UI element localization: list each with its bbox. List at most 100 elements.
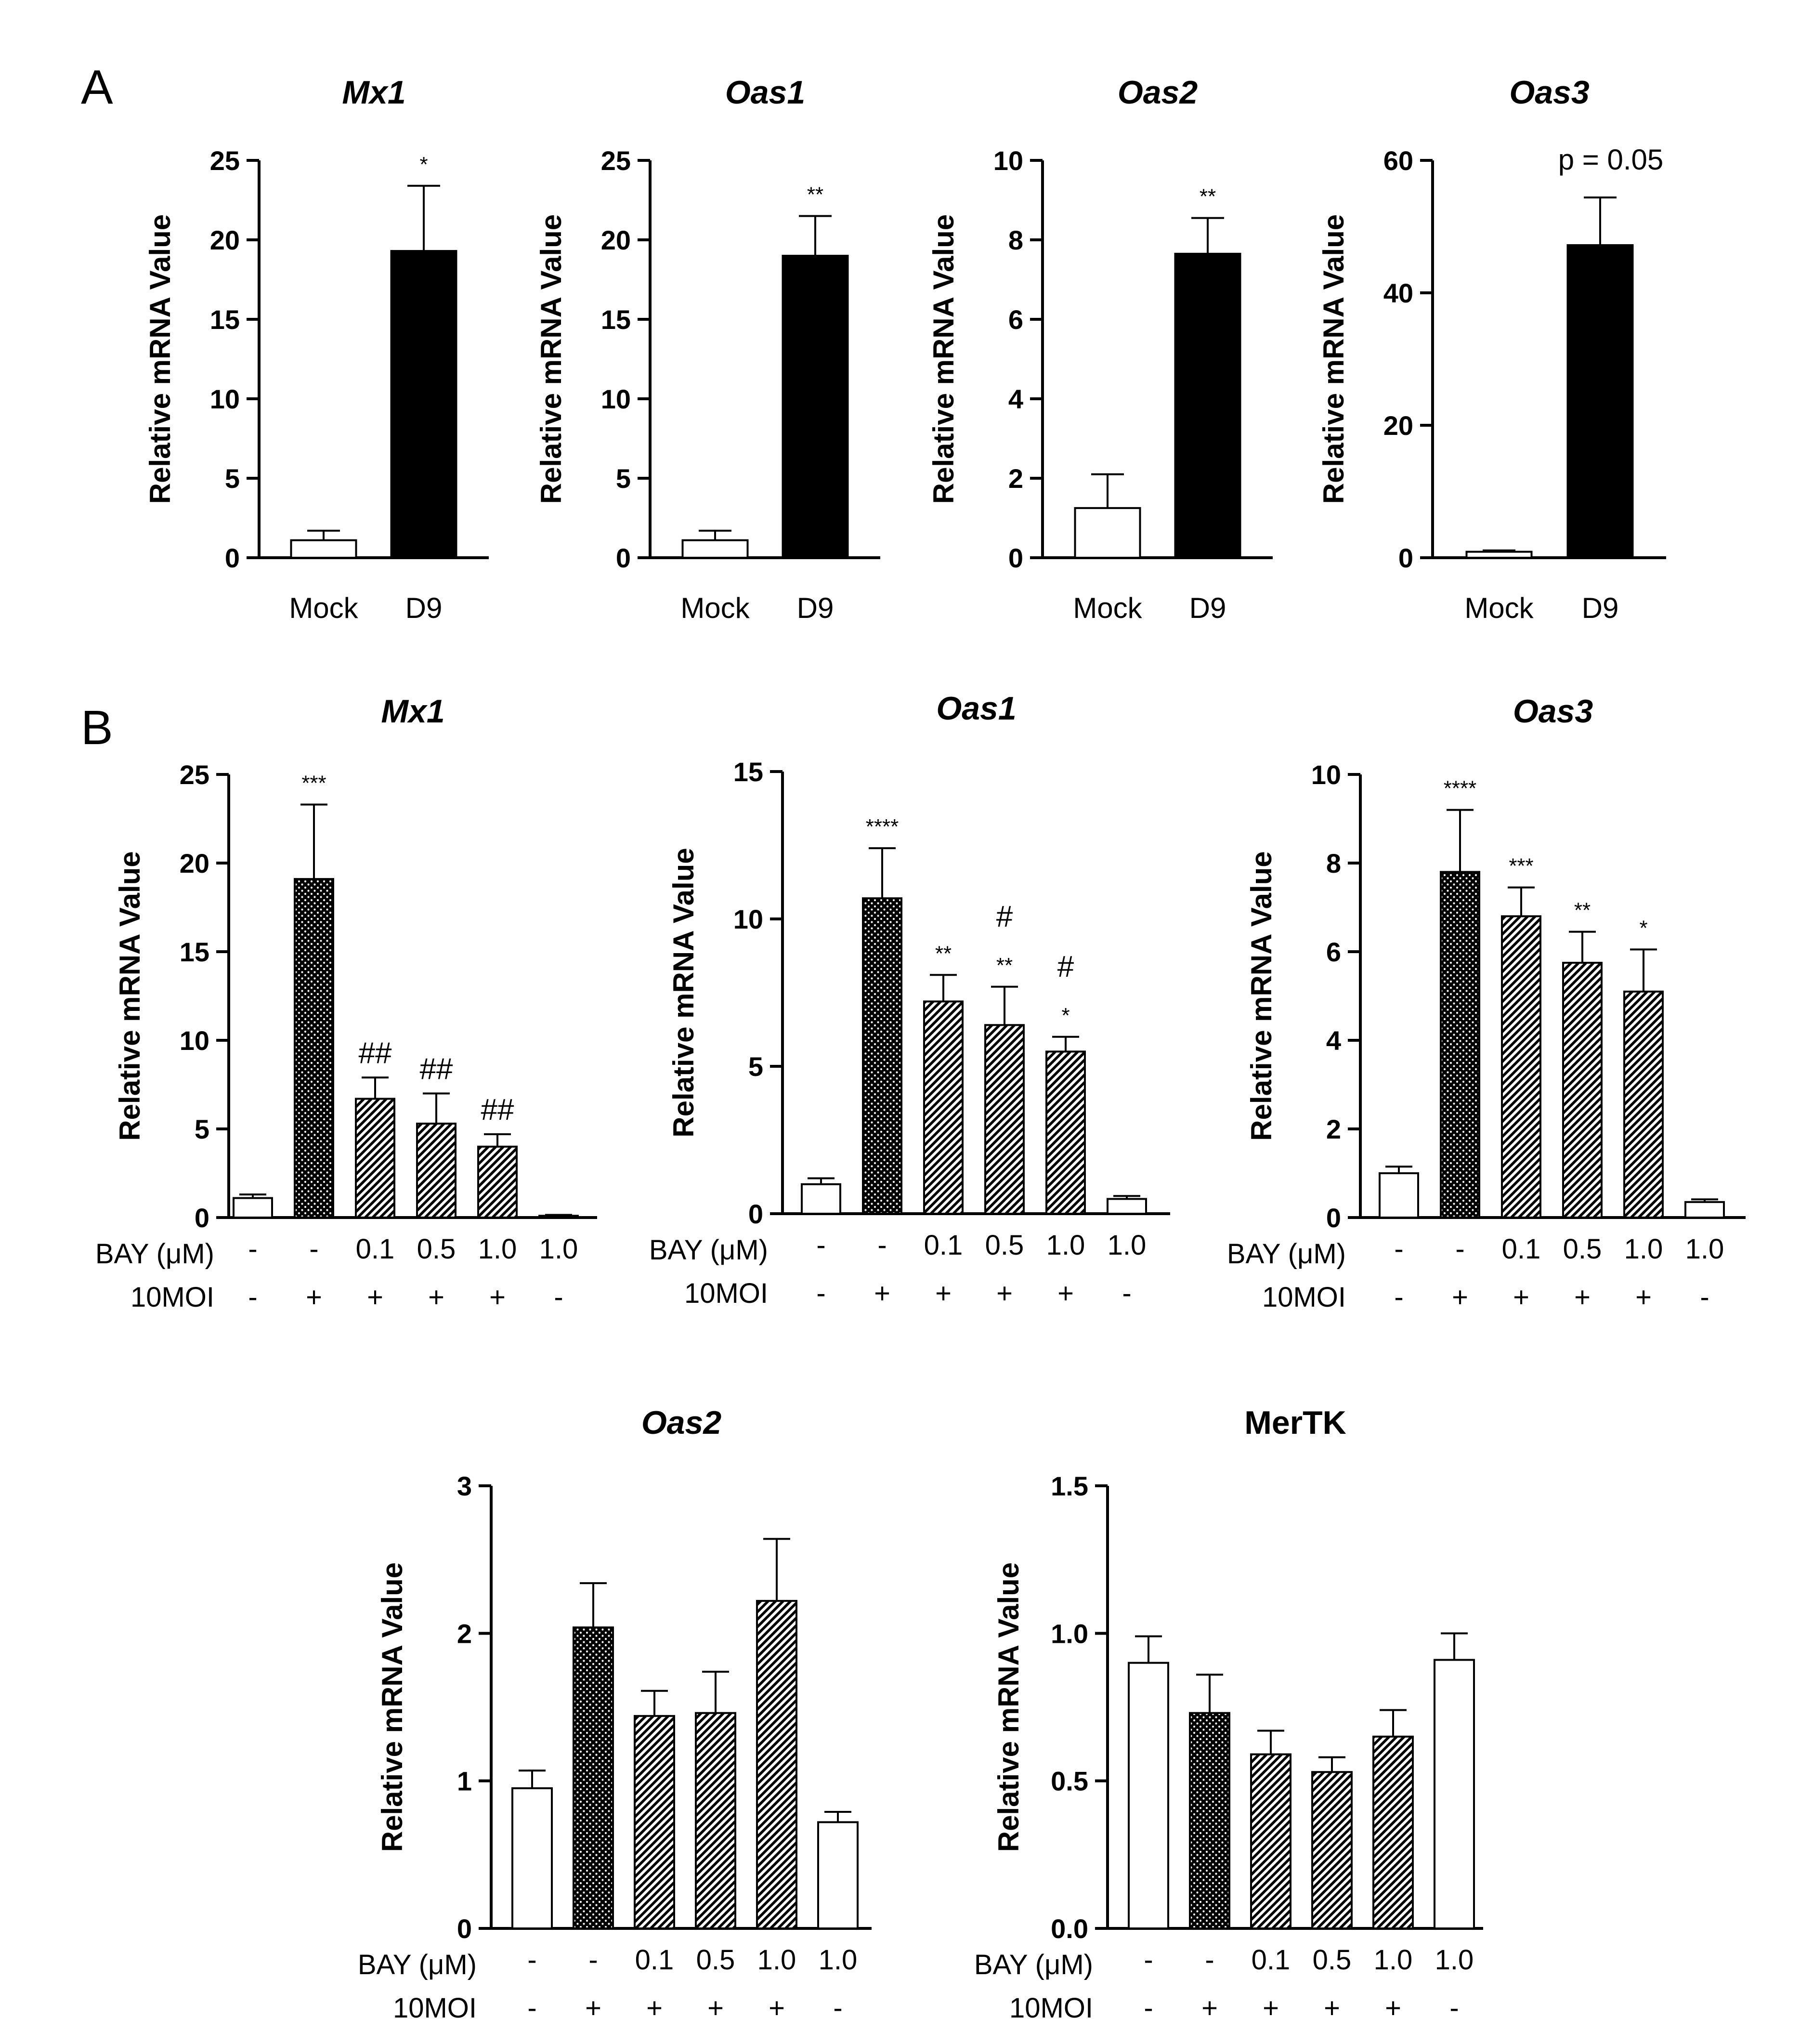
bar xyxy=(233,1197,273,1219)
significance-label: *** xyxy=(301,772,326,795)
bay-dose-cell: - xyxy=(248,1233,257,1265)
bar xyxy=(1372,1735,1414,1929)
y-tick-label: 2 xyxy=(1008,463,1023,494)
significance-label: # xyxy=(1057,950,1074,983)
bay-dose-cell: 0.5 xyxy=(1313,1944,1352,1976)
bar xyxy=(984,1024,1025,1215)
bay-dose-cell: - xyxy=(1144,1944,1153,1976)
y-tick-label: 10 xyxy=(733,904,763,934)
y-tick-label: 0 xyxy=(195,1203,209,1233)
moi-cell: - xyxy=(1700,1282,1709,1313)
chart-title: MerTK xyxy=(1244,1404,1346,1441)
y-tick-label: 20 xyxy=(180,848,209,878)
bay-dose-cell: 1.0 xyxy=(1046,1230,1085,1261)
y-tick-label: 3 xyxy=(457,1471,472,1501)
x-category-label: D9 xyxy=(1582,592,1619,624)
bar xyxy=(1189,1712,1230,1930)
bay-row-label: BAY (μM) xyxy=(95,1238,214,1270)
significance-label: ** xyxy=(996,954,1013,977)
y-tick-label: 10 xyxy=(993,145,1023,176)
bar xyxy=(1128,1662,1169,1930)
moi-row-label: 10MOI xyxy=(1262,1282,1346,1313)
y-tick-label: 10 xyxy=(180,1025,209,1056)
y-axis-label: Relative mRNA Value xyxy=(535,214,567,504)
y-tick-label: 0 xyxy=(748,1199,763,1229)
y-tick-label: 0 xyxy=(457,1913,472,1944)
bar xyxy=(1465,550,1533,559)
bay-dose-cell: 0.5 xyxy=(1563,1233,1602,1265)
y-tick-label: 40 xyxy=(1383,278,1413,308)
moi-row-label: 10MOI xyxy=(393,1992,477,2024)
significance-label: ## xyxy=(420,1052,453,1086)
moi-cell: + xyxy=(874,1278,890,1309)
bay-dose-cell: - xyxy=(816,1230,825,1261)
bar xyxy=(477,1145,518,1219)
moi-cell: + xyxy=(707,1992,724,2024)
bar xyxy=(1566,244,1634,559)
y-tick-label: 2 xyxy=(1326,1114,1341,1144)
bay-dose-cell: 0.1 xyxy=(924,1230,963,1261)
moi-cell: + xyxy=(769,1992,785,2024)
chart-b-mx1: Mx1 0 5 10 15 20 25 Relative mRNA Value *** ## ## #… xyxy=(95,693,597,1313)
moi-cell: - xyxy=(1449,1992,1459,2024)
y-tick-label: 5 xyxy=(225,463,240,494)
moi-cell: + xyxy=(1057,1278,1074,1309)
bar xyxy=(538,1215,579,1219)
y-tick-label: 0 xyxy=(1008,543,1023,573)
y-tick-label: 5 xyxy=(195,1114,209,1144)
y-tick-label: 15 xyxy=(210,304,240,335)
panel-label-b: B xyxy=(81,701,113,755)
bay-dose-cell: - xyxy=(1205,1944,1214,1976)
chart-title: Oas2 xyxy=(641,1404,722,1441)
bay-dose-cell: 1.0 xyxy=(1685,1233,1724,1265)
significance-label: # xyxy=(996,900,1013,933)
bar xyxy=(1623,990,1664,1219)
bar xyxy=(390,250,457,559)
moi-cell: - xyxy=(1144,1992,1153,2024)
bar xyxy=(1379,1172,1419,1219)
y-tick-label: 10 xyxy=(601,384,631,414)
moi-cell: - xyxy=(816,1278,825,1309)
significance-label: **** xyxy=(1444,777,1477,800)
moi-cell: - xyxy=(248,1282,257,1313)
bay-dose-cell: 0.1 xyxy=(635,1944,674,1976)
bar xyxy=(817,1821,859,1929)
y-axis-label: Relative mRNA Value xyxy=(114,851,146,1140)
y-tick-label: 8 xyxy=(1326,848,1341,878)
bar xyxy=(695,1712,736,1930)
bar xyxy=(1250,1753,1291,1929)
bar xyxy=(1311,1771,1353,1929)
bay-dose-cell: - xyxy=(877,1230,887,1261)
bay-dose-cell: - xyxy=(1394,1233,1403,1265)
y-tick-label: 1.0 xyxy=(1051,1618,1088,1649)
p-value-note: p = 0.05 xyxy=(1558,144,1664,176)
significance-label: * xyxy=(1639,916,1647,940)
bar xyxy=(1684,1201,1725,1219)
y-tick-label: 0 xyxy=(616,543,631,573)
chart-b-oas2: Oas2 0 1 2 3 Relative mRNA Value BAY (μM) 10MOI… xyxy=(358,1404,872,2024)
bay-dose-cell: - xyxy=(309,1233,318,1265)
y-tick-label: 0 xyxy=(1326,1203,1341,1233)
panel-label-a: A xyxy=(81,60,113,114)
bay-dose-cell: 0.1 xyxy=(356,1233,395,1265)
y-axis-label: Relative mRNA Value xyxy=(667,848,700,1137)
bay-row-label: BAY (μM) xyxy=(358,1949,477,1980)
moi-cell: + xyxy=(1452,1282,1468,1313)
chart-title: Oas1 xyxy=(725,74,805,111)
moi-cell: + xyxy=(996,1278,1013,1309)
bar xyxy=(511,1787,553,1930)
y-tick-label: 15 xyxy=(601,304,631,335)
bar xyxy=(1434,1659,1475,1930)
y-tick-label: 0.0 xyxy=(1051,1913,1088,1944)
bay-dose-cell: 1.0 xyxy=(757,1944,796,1976)
bar xyxy=(290,539,357,559)
y-tick-label: 10 xyxy=(1311,760,1341,790)
chart-a-oas2: Oas2 0 2 4 6 8 10 Relative mRNA Value ** Mock D9 xyxy=(927,74,1273,624)
bay-dose-cell: 1.0 xyxy=(1374,1944,1413,1976)
moi-cell: + xyxy=(1385,1992,1401,2024)
chart-title: Oas3 xyxy=(1513,693,1593,730)
bay-dose-cell: 1.0 xyxy=(819,1944,858,1976)
bar xyxy=(756,1599,797,1929)
